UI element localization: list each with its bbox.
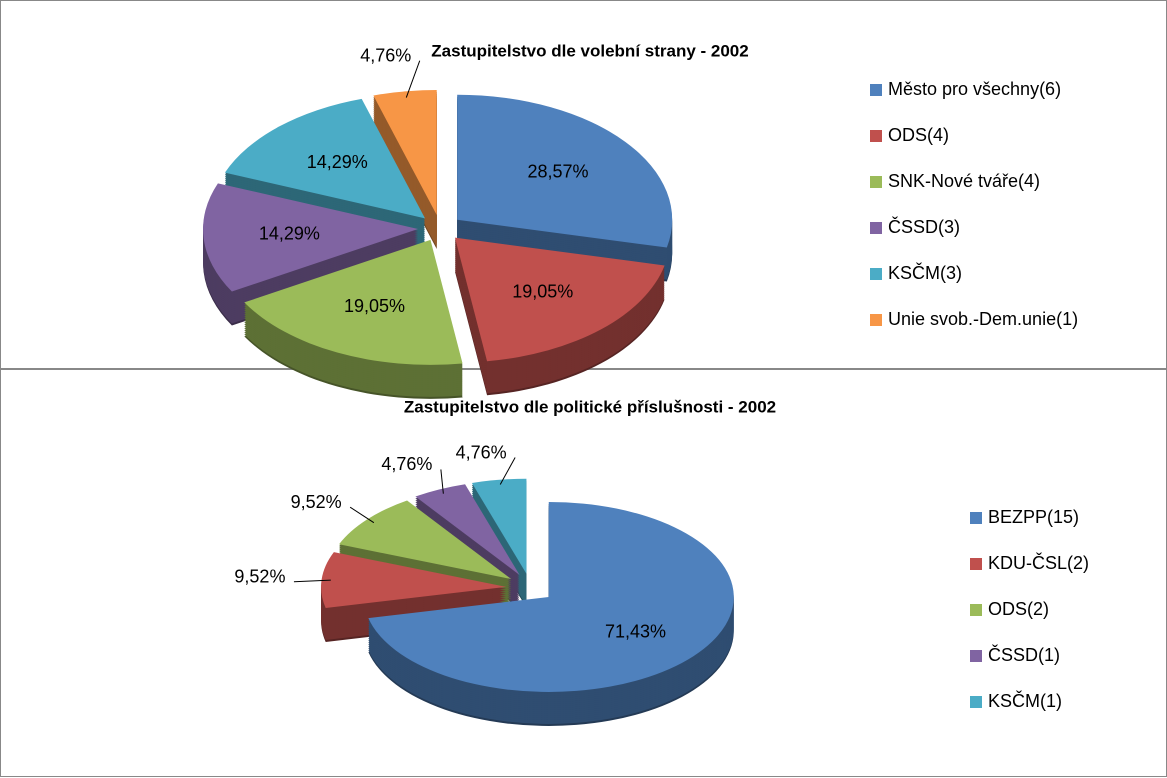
chart-title: Zastupitelstvo dle politické příslušnost… [404, 397, 776, 416]
legend-label: SNK-Nové tváře(4) [888, 171, 1040, 191]
legend-swatch [970, 650, 982, 662]
data-label: 14,29% [259, 223, 320, 243]
data-label: 9,52% [234, 567, 285, 587]
leader-line [293, 579, 331, 583]
pie-slice [339, 500, 512, 580]
pie-slice [373, 89, 437, 215]
legend-swatch [870, 130, 882, 142]
legend-label: KSČM(3) [888, 262, 962, 283]
data-label: 9,52% [291, 492, 342, 512]
pie-slice [203, 183, 419, 292]
leader-line [499, 457, 516, 485]
pie-slice [368, 501, 734, 692]
legend-swatch [870, 222, 882, 234]
pie-slice [454, 237, 665, 362]
legend-swatch [870, 268, 882, 280]
legend-swatch [870, 314, 882, 326]
pie-slice [321, 552, 507, 609]
pie-slice [471, 478, 527, 574]
legend-swatch [970, 512, 982, 524]
data-label: 4,76% [381, 454, 432, 474]
legend-label: Město pro všechny(6) [888, 79, 1061, 99]
legend-label: ODS(4) [888, 125, 949, 145]
legend-swatch [870, 176, 882, 188]
pie-slice [224, 98, 426, 219]
data-label: 19,05% [512, 281, 573, 301]
legend-label: ODS(2) [988, 599, 1049, 619]
legend-swatch [970, 558, 982, 570]
legend-label: Unie svob.-Dem.unie(1) [888, 309, 1078, 329]
data-label: 4,76% [456, 442, 507, 462]
data-label: 14,29% [307, 152, 368, 172]
pie-slice [244, 239, 463, 365]
legend-label: ČSSD(1) [988, 644, 1060, 665]
legend-swatch [970, 696, 982, 708]
legend-label: ČSSD(3) [888, 216, 960, 237]
legend-swatch [870, 84, 882, 96]
leader-line [440, 469, 444, 494]
legend-label: BEZPP(15) [988, 507, 1079, 527]
data-label: 28,57% [528, 162, 589, 182]
legend-label: KSČM(1) [988, 690, 1062, 711]
data-label: 71,43% [605, 621, 666, 641]
chart-title: Zastupitelstvo dle volební strany - 2002 [431, 41, 748, 60]
pie-slice [457, 94, 673, 248]
legend-label: KDU-ČSL(2) [988, 552, 1089, 573]
data-label: 4,76% [360, 45, 411, 65]
legend-swatch [970, 604, 982, 616]
leader-line [349, 506, 375, 524]
data-label: 19,05% [344, 296, 405, 316]
leader-line [405, 60, 421, 98]
pie-slice [415, 484, 520, 576]
